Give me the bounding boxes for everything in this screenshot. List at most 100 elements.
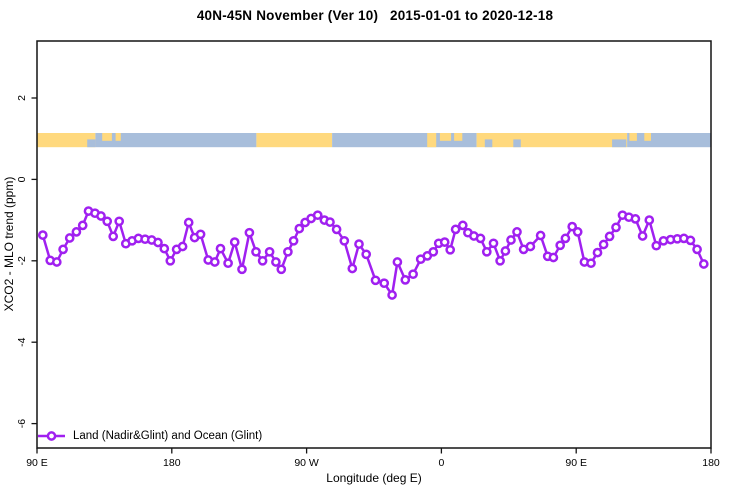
data-point (257, 255, 268, 266)
data-point (481, 246, 492, 257)
data-point (102, 216, 113, 227)
x-tick-label: 90 E (26, 457, 48, 469)
data-point (283, 246, 293, 257)
data-point (159, 243, 170, 254)
data-point (294, 223, 305, 234)
y-tick-label: 2 (16, 95, 28, 101)
data-point (229, 237, 240, 247)
band-segment-land (256, 133, 332, 148)
data-point (370, 275, 381, 286)
data-point (288, 235, 299, 246)
band-segment-ocean (627, 133, 711, 148)
band-patch-land (454, 133, 463, 141)
data-point (392, 257, 403, 267)
band-patch-land (427, 133, 437, 148)
data-point (165, 255, 176, 266)
band-patch-ocean (484, 139, 493, 148)
data-point (445, 244, 456, 255)
data-point (64, 233, 75, 243)
data-point (611, 222, 621, 233)
band-patch-ocean (513, 139, 521, 148)
data-point (96, 211, 106, 221)
data-point (387, 290, 397, 300)
data-point (586, 258, 596, 269)
data-point (223, 258, 233, 269)
band-segment-ocean (95, 133, 257, 148)
data-point (475, 233, 486, 244)
data-point (567, 221, 578, 232)
y-tick-label: -6 (16, 419, 28, 428)
data-point (450, 224, 461, 235)
data-point (209, 257, 220, 267)
data-point (71, 227, 82, 237)
data-point (331, 224, 342, 235)
data-point (37, 230, 48, 240)
data-point (535, 230, 546, 241)
data-point (244, 227, 255, 238)
data-point (354, 239, 364, 249)
data-point (555, 240, 566, 251)
data-point (58, 244, 68, 255)
band-patch-land (439, 133, 452, 141)
plot-box (36, 40, 712, 449)
data-point (548, 252, 559, 263)
band-segment-land (476, 133, 628, 148)
data-point (271, 257, 281, 267)
data-point (495, 255, 505, 266)
data-point (428, 246, 439, 257)
data-point (572, 227, 583, 237)
data-point (312, 210, 323, 221)
data-point (604, 231, 615, 242)
data-point (400, 275, 411, 285)
data-point (408, 269, 418, 280)
x-axis-label: Longitude (deg E) (326, 471, 422, 485)
data-point (237, 264, 247, 275)
x-tick-label: 0 (438, 457, 444, 469)
band-segment-land (37, 133, 96, 148)
data-point (439, 237, 450, 247)
data-point (347, 263, 358, 274)
data-point (560, 233, 571, 244)
band-patch-ocean (87, 139, 96, 148)
data-point (598, 239, 609, 250)
band-patch-land (102, 133, 112, 141)
x-tick-label: 90 W (294, 457, 319, 469)
data-point (512, 227, 522, 237)
data-point (51, 257, 62, 267)
data-point (276, 264, 287, 275)
data-point (637, 231, 648, 241)
data-point (195, 229, 206, 240)
data-point (264, 246, 275, 257)
band-patch-land (115, 133, 121, 141)
data-point (698, 259, 709, 269)
legend-label: Land (Nadir&Glint) and Ocean (Glint) (73, 430, 263, 442)
data-point (644, 215, 655, 225)
data-point (500, 246, 511, 256)
data-point (114, 216, 125, 227)
data-point (488, 238, 499, 249)
y-tick-label: -4 (16, 337, 28, 346)
data-point (525, 241, 536, 252)
data-point (651, 240, 662, 251)
data-point (325, 217, 335, 227)
x-tick-label: 180 (163, 457, 181, 469)
data-point (153, 237, 163, 248)
data-point (361, 249, 372, 260)
data-point (215, 243, 226, 254)
chart-title: 40N-45N November (Ver 10) 2015-01-01 to … (196, 8, 554, 23)
y-tick-label: -2 (16, 256, 28, 265)
data-point (177, 241, 188, 252)
data-point (692, 244, 702, 255)
y-tick-label: 0 (16, 176, 28, 182)
data-point (108, 231, 119, 242)
data-point (251, 246, 261, 257)
data-point (630, 214, 641, 224)
x-tick-label: 90 E (565, 457, 587, 469)
data-point (592, 247, 603, 258)
legend-marker-icon (38, 431, 65, 441)
data-point (685, 235, 696, 246)
data-point (339, 235, 350, 246)
data-point (77, 220, 88, 231)
